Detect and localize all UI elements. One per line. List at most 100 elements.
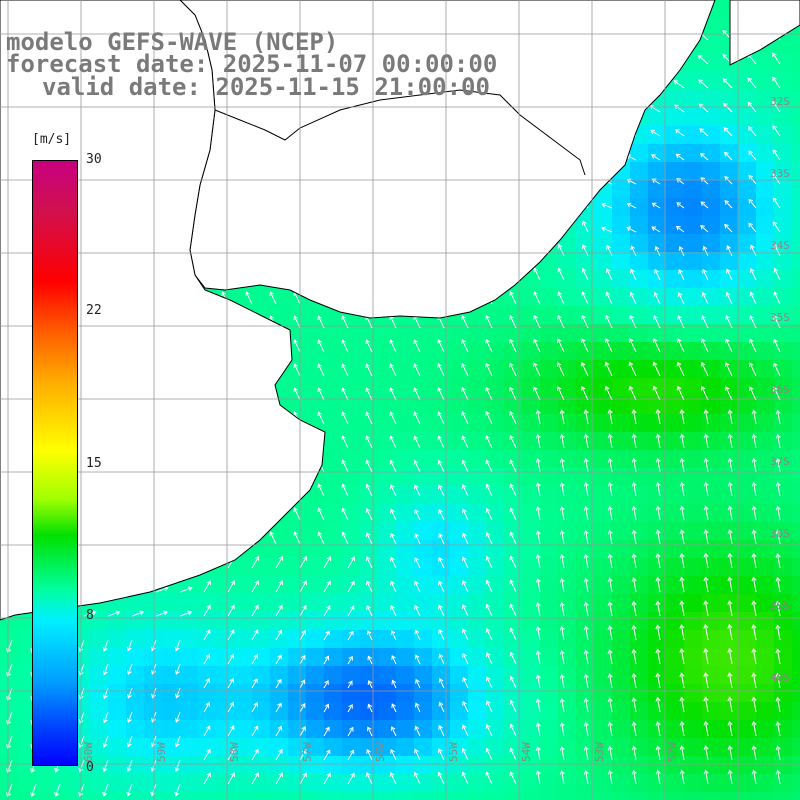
wind-arrow [535, 554, 541, 569]
wind-arrow [727, 720, 733, 737]
wind-arrow [703, 433, 709, 449]
wind-arrow [772, 124, 781, 137]
wind-arrow [583, 721, 589, 737]
wind-arrow [227, 772, 235, 785]
wind-arrow [437, 435, 445, 449]
wind-arrow [437, 387, 445, 401]
wind-arrow [414, 556, 421, 569]
wind-arrow [651, 226, 661, 233]
wind-arrow [556, 361, 565, 377]
wind-arrow [676, 361, 685, 377]
wind-arrow [775, 505, 781, 521]
wind-arrow [389, 435, 397, 449]
latitude-label: 37S [770, 455, 790, 468]
wind-arrow [509, 747, 517, 761]
wind-arrow [174, 759, 181, 773]
wind-arrow [413, 484, 421, 497]
wind-arrow [583, 529, 589, 545]
wind-arrow [631, 505, 637, 521]
wind-arrow [631, 577, 637, 593]
wind-arrow [203, 580, 211, 593]
wind-arrow [391, 679, 397, 689]
wind-arrow [126, 663, 133, 676]
wind-arrow [607, 457, 613, 473]
wind-arrow [390, 604, 397, 617]
wind-arrow [631, 553, 637, 569]
colorbar-tick-15: 15 [86, 456, 102, 471]
wind-arrow [773, 338, 781, 353]
wind-arrow [437, 459, 445, 473]
wind-arrow [630, 245, 637, 257]
wind-arrow [631, 457, 637, 473]
wind-arrow [390, 726, 397, 737]
wind-arrow [676, 385, 685, 401]
wind-arrow [724, 386, 733, 401]
wind-arrow [775, 409, 781, 425]
wind-arrow [703, 696, 709, 713]
wind-arrow [631, 769, 637, 785]
wind-arrow [654, 245, 661, 257]
wind-arrow [365, 459, 373, 473]
wind-arrow [78, 639, 85, 653]
wind-arrow [365, 580, 373, 593]
wind-arrow [437, 411, 445, 425]
wind-arrow [679, 552, 685, 569]
wind-arrow [203, 772, 211, 785]
wind-arrow [655, 408, 661, 425]
wind-arrow [607, 481, 613, 497]
wind-arrow [583, 481, 589, 497]
wind-arrow [703, 409, 709, 425]
wind-arrow [773, 362, 781, 377]
wind-arrow [485, 579, 493, 593]
wind-arrow [703, 745, 709, 761]
wind-arrow [676, 202, 685, 209]
wind-arrow [126, 735, 133, 748]
wind-arrow [107, 610, 121, 617]
wind-arrow [533, 386, 541, 401]
wind-arrow [299, 580, 307, 593]
wind-arrow [533, 338, 541, 353]
wind-arrow [317, 507, 325, 521]
longitude-label: 56W [374, 742, 387, 762]
wind-arrow [347, 680, 353, 689]
wind-arrow [655, 624, 661, 641]
wind-arrow [675, 153, 685, 161]
wind-arrow [485, 531, 493, 545]
wind-arrow [725, 291, 733, 305]
wind-arrow [485, 410, 493, 425]
wind-arrow [390, 532, 397, 545]
latitude-label: 34S [770, 239, 790, 252]
wind-arrow [727, 457, 733, 473]
colorbar-tick-0: 0 [86, 760, 94, 775]
wind-arrow [179, 586, 193, 593]
wind-arrow [630, 268, 637, 281]
wind-arrow [698, 79, 709, 89]
wind-arrow [751, 720, 757, 737]
wind-arrow [509, 410, 517, 425]
wind-arrow [485, 747, 493, 761]
wind-arrow [727, 672, 733, 689]
longitude-label: 54W [520, 742, 533, 762]
wind-arrow [631, 433, 637, 449]
wind-arrow [367, 680, 373, 689]
wind-arrow [275, 748, 283, 761]
latitude-label: 32S [770, 95, 790, 108]
wind-arrow [102, 735, 109, 748]
wind-arrow [299, 749, 307, 761]
wind-arrow [727, 529, 733, 545]
wind-arrow [604, 361, 613, 377]
wind-arrow [227, 725, 235, 737]
wind-arrow [700, 201, 709, 209]
wind-arrow [751, 648, 757, 665]
wind-arrow [775, 457, 781, 473]
wind-arrow [365, 339, 373, 353]
wind-arrow [751, 409, 757, 425]
wind-arrow [461, 411, 469, 425]
wind-arrow [203, 748, 211, 761]
wind-arrow [583, 697, 589, 713]
wind-arrow [437, 339, 445, 353]
wind-arrow [437, 771, 445, 785]
wind-arrow [245, 291, 253, 305]
title-valid-date: valid date: 2025-11-15 21:00:00 [42, 73, 490, 101]
wind-arrow [607, 577, 613, 593]
